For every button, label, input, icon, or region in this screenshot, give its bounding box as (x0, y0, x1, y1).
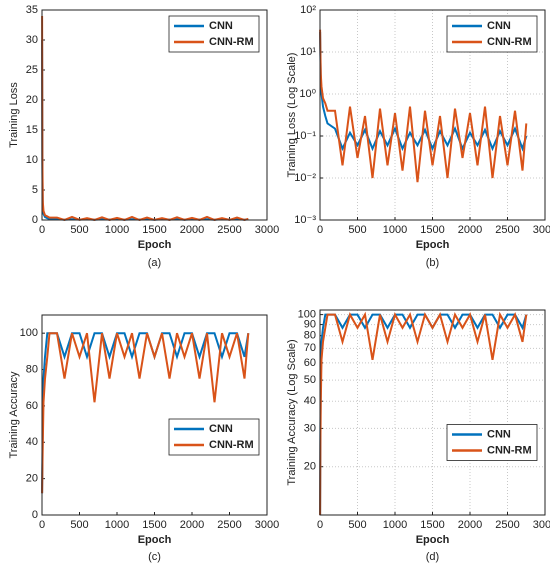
x-tick-label: 2000 (458, 519, 482, 531)
x-tick-label: 500 (70, 519, 88, 531)
y-axis-label: Training Accuracy (8, 371, 20, 459)
y-tick-label: 10⁻³ (294, 214, 316, 226)
x-axis-label: Epoch (416, 534, 450, 546)
y-tick-label: 5 (32, 184, 38, 196)
y-tick-label: 80 (26, 363, 38, 375)
x-tick-label: 2500 (217, 224, 241, 236)
y-tick-label: 80 (304, 330, 316, 342)
x-tick-label: 3000 (533, 519, 550, 531)
x-tick-label: 1500 (142, 519, 166, 531)
x-tick-label: 2000 (180, 224, 204, 236)
caption: (a) (148, 257, 161, 269)
x-tick-label: 2000 (180, 519, 204, 531)
x-tick-label: 0 (39, 224, 45, 236)
y-tick-label: 10⁰ (299, 88, 316, 100)
y-tick-label: 30 (304, 422, 316, 434)
x-tick-label: 0 (39, 519, 45, 531)
x-tick-label: 500 (70, 224, 88, 236)
x-tick-label: 1000 (105, 224, 129, 236)
y-tick-label: 100 (20, 327, 38, 339)
legend-label: CNN-RM (487, 36, 532, 48)
y-tick-label: 30 (26, 34, 38, 46)
series-line (319, 29, 528, 183)
y-axis-label: Training Accuracy (Log Scale) (286, 339, 298, 485)
y-tick-label: 35 (26, 4, 38, 16)
legend-label: CNN (487, 428, 511, 440)
x-tick-label: 1500 (142, 224, 166, 236)
x-axis-label: Epoch (138, 534, 172, 546)
y-tick-label: 100 (298, 309, 316, 321)
y-tick-label: 25 (26, 64, 38, 76)
x-tick-label: 3000 (255, 519, 279, 531)
legend-box (446, 15, 538, 53)
legend-label: CNN-RM (209, 439, 254, 451)
legend-box (446, 424, 538, 461)
y-tick-label: 10⁻² (294, 172, 316, 184)
x-tick-label: 0 (317, 224, 323, 236)
plot-area (42, 315, 267, 515)
series-line (41, 15, 249, 222)
x-tick-label: 2500 (495, 224, 519, 236)
y-axis-label: Training Loss (Log Scale) (286, 53, 298, 178)
legend-label: CNN (487, 20, 511, 32)
axes-box (41, 9, 268, 221)
axes-box (319, 9, 546, 221)
x-tick-label: 3000 (533, 224, 550, 236)
axes-box (41, 314, 268, 516)
y-tick-label: 70 (304, 342, 316, 354)
x-tick-label: 2500 (217, 519, 241, 531)
caption: (b) (426, 257, 439, 269)
x-tick-label: 2000 (458, 224, 482, 236)
y-tick-label: 10² (300, 4, 316, 16)
x-tick-label: 2500 (495, 519, 519, 531)
x-tick-label: 1500 (420, 519, 444, 531)
x-axis-label: Epoch (416, 239, 450, 251)
series-line (319, 311, 528, 516)
x-tick-label: 1500 (420, 224, 444, 236)
x-tick-label: 0 (317, 519, 323, 531)
legend-label: CNN-RM (487, 444, 532, 456)
x-tick-label: 1000 (383, 224, 407, 236)
y-tick-label: 20 (26, 94, 38, 106)
legend-label: CNN (209, 423, 233, 435)
y-tick-label: 20 (304, 461, 316, 473)
y-tick-label: 10 (26, 154, 38, 166)
legend-label: CNN (209, 20, 233, 32)
legend-label: CNN-RM (209, 36, 254, 48)
y-tick-label: 40 (304, 395, 316, 407)
y-axis-label: Training Loss (8, 82, 20, 148)
y-tick-label: 40 (26, 436, 38, 448)
y-tick-label: 15 (26, 124, 38, 136)
axes-box (319, 309, 546, 516)
legend-box (168, 418, 260, 456)
caption: (d) (426, 551, 439, 563)
legend-box (168, 15, 260, 53)
y-tick-label: 50 (304, 374, 316, 386)
y-tick-label: 60 (26, 400, 38, 412)
caption: (c) (148, 551, 161, 563)
y-tick-label: 0 (32, 214, 38, 226)
x-tick-label: 1000 (383, 519, 407, 531)
x-tick-label: 500 (348, 519, 366, 531)
y-tick-label: 10⁻¹ (294, 130, 316, 142)
y-tick-label: 10¹ (300, 46, 316, 58)
x-tick-label: 1000 (105, 519, 129, 531)
x-tick-label: 3000 (255, 224, 279, 236)
x-tick-label: 500 (348, 224, 366, 236)
series-line (41, 332, 250, 494)
y-tick-label: 0 (32, 509, 38, 521)
y-tick-label: 90 (304, 318, 316, 330)
x-axis-label: Epoch (138, 239, 172, 251)
y-tick-label: 20 (26, 473, 38, 485)
y-tick-label: 60 (304, 357, 316, 369)
